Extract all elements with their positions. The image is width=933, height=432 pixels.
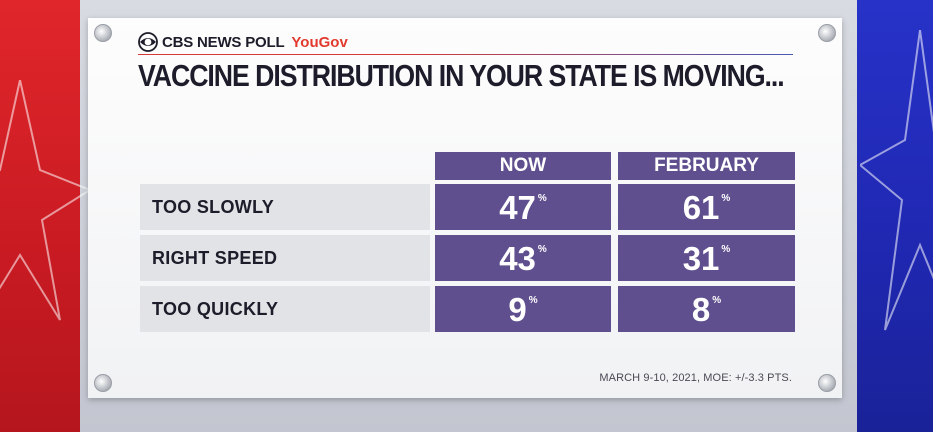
brand-partner: YouGov [291,33,348,51]
row-label-too-slowly: TOO SLOWLY [140,184,430,230]
value-cell: 31% [618,235,795,281]
percent-sign: % [721,193,731,204]
brand-network: CBS NEWS POLL [162,33,285,51]
column-header-february: FEBRUARY [618,152,795,180]
chart-title: VACCINE DISTRIBUTION IN YOUR STATE IS MO… [138,58,785,93]
value-number: 43 [499,239,536,277]
screw-top-right-icon [818,24,836,42]
background-blue-panel [857,0,933,432]
column-header-now: NOW [435,152,611,180]
value-number: 61 [682,188,720,226]
background-red-panel [0,0,80,432]
value-number: 8 [691,290,711,328]
row-label-too-quickly: TOO QUICKLY [140,286,430,332]
row-label-right-speed: RIGHT SPEED [140,235,430,281]
percent-sign: % [721,244,731,255]
value-cell: 43% [435,235,611,281]
value-cell: 9% [435,286,611,332]
value-number: 31 [682,239,720,277]
percent-sign: % [528,295,538,306]
value-cell: 61% [618,184,795,230]
brand-header: CBS NEWS POLL YouGov [138,32,348,52]
value-cell: 8% [618,286,795,332]
star-outline-right-icon [860,30,933,331]
value-number: 9 [508,290,527,328]
percent-sign: % [537,244,547,255]
star-outline-left-icon [0,80,90,321]
cbs-eye-logo-icon [138,32,158,52]
percent-sign: % [712,295,722,306]
screw-top-left-icon [94,24,112,42]
footnote: MARCH 9-10, 2021, MOE: +/-3.3 PTS. [599,372,792,384]
value-number: 47 [499,188,536,226]
brand-underline [138,54,793,55]
value-cell: 47% [435,184,611,230]
screw-bottom-left-icon [94,374,112,392]
poll-board: CBS NEWS POLL YouGov VACCINE DISTRIBUTIO… [88,18,842,398]
percent-sign: % [537,193,547,204]
screw-bottom-right-icon [818,374,836,392]
